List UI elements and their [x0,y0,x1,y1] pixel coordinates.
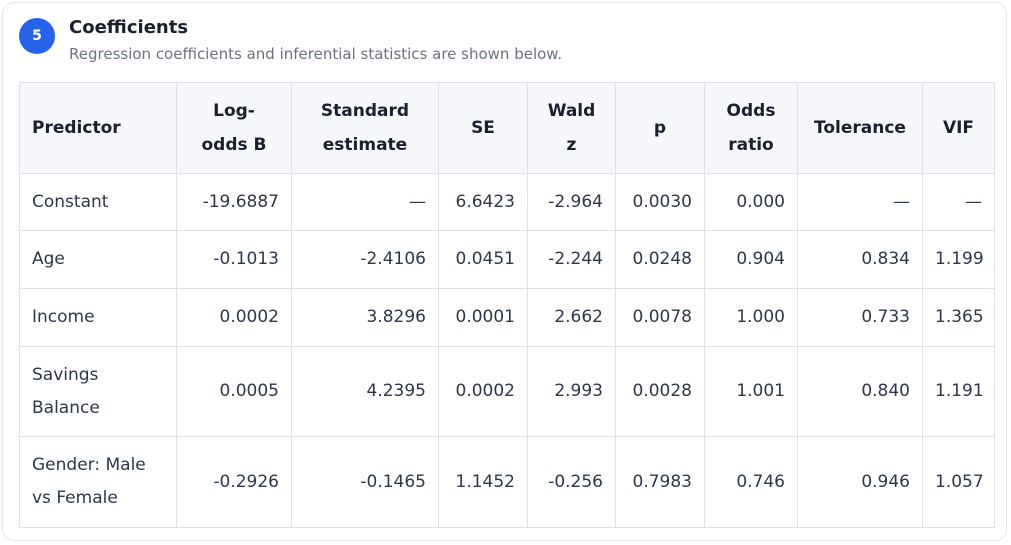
cell-p: 0.0078 [615,288,705,347]
cell-standard-estimate: -0.1465 [291,436,439,528]
predictor-name: Constant [32,191,109,212]
column-header-label: Tolerance [814,118,906,138]
cell-predictor: Constant [19,173,177,231]
column-header-label: VIF [942,118,975,138]
cell-standard-estimate: — [291,173,439,231]
cell-predictor: Income [19,288,177,347]
table-row: Constant -19.6887 — 6.6423 -2.964 0.0030… [19,173,995,231]
cell-vif: 1.057 [922,436,995,528]
column-header-se: SE [438,82,528,174]
cell-wald-z: -0.256 [527,436,616,528]
cell-tolerance: — [797,173,923,231]
cell-odds-ratio: 0.000 [704,173,798,231]
cell-p: 0.0248 [615,230,705,289]
cell-wald-z: -2.244 [527,230,616,289]
cell-tolerance: 0.834 [797,230,923,289]
column-header-vif: VIF [922,82,995,174]
predictor-name-line: Balance [32,397,100,418]
cell-vif: 1.199 [922,230,995,289]
column-header-odds-ratio: Odds ratio [704,82,798,174]
predictor-name-line: Savings [32,364,99,385]
cell-tolerance: 0.733 [797,288,923,347]
cell-log-odds-b: -0.2926 [176,436,292,528]
column-header-label: odds B [201,135,267,155]
column-header-label: SE [471,118,495,138]
column-header-label: p [653,118,667,138]
section-title: Coefficients [69,17,189,38]
predictor-name: Income [32,307,95,327]
cell-tolerance: 0.840 [797,346,923,437]
cell-log-odds-b: 0.0005 [176,346,292,437]
cell-se: 0.0451 [438,230,528,289]
table-row: Gender: Male vs Female -0.2926 -0.1465 1.… [19,436,995,528]
coefficients-table: Predictor Log-odds B Standard estimate SE… [19,82,995,528]
cell-odds-ratio: 0.746 [704,436,798,528]
column-header-label: Wald [547,101,596,121]
cell-wald-z: 2.662 [527,288,616,347]
cell-vif: 1.365 [922,288,995,347]
column-header-log-odds-b: Log-odds B [176,82,292,174]
cell-predictor: Age [19,230,177,289]
cell-vif: — [922,173,995,231]
column-header-label: Standard [320,101,410,121]
cell-predictor: Gender: Male vs Female [19,436,177,528]
cell-standard-estimate: 3.8296 [291,288,439,347]
column-header-label: Log- [213,101,255,121]
step-number-badge: 5 [19,18,55,54]
cell-standard-estimate: 4.2395 [291,346,439,437]
cell-tolerance: 0.946 [797,436,923,528]
cell-se: 0.0002 [438,346,528,437]
cell-odds-ratio: 0.904 [704,230,798,289]
predictor-name-line: vs Female [32,488,118,508]
column-header-label: ratio [728,135,774,155]
section-subtitle: Regression coefficients and inferential … [69,45,562,63]
predictor-name: Age [32,249,65,269]
column-header-label: z [566,135,577,155]
cell-log-odds-b: 0.0002 [176,288,292,347]
cell-odds-ratio: 1.000 [704,288,798,347]
cell-se: 0.0001 [438,288,528,347]
cell-p: 0.7983 [615,436,705,528]
table-row: Savings Balance 0.0005 4.2395 0.0002 2.99… [19,346,995,437]
table-row: Income 0.0002 3.8296 0.0001 2.662 0.0078… [19,288,995,347]
column-header-wald-z: Wald z [527,82,616,174]
cell-wald-z: -2.964 [527,173,616,231]
column-header-tolerance: Tolerance [797,82,923,174]
cell-log-odds-b: -0.1013 [176,230,292,289]
cell-se: 1.1452 [438,436,528,528]
column-header-predictor: Predictor [19,82,177,174]
cell-vif: 1.191 [922,346,995,437]
column-header-label: Odds [726,101,776,121]
column-header-label: Predictor [32,118,121,138]
cell-standard-estimate: -2.4106 [291,230,439,289]
predictor-name-line: Gender: Male [32,455,146,475]
column-header-p: p [615,82,705,174]
cell-wald-z: 2.993 [527,346,616,437]
cell-predictor: Savings Balance [19,346,177,437]
cell-se: 6.6423 [438,173,528,231]
cell-p: 0.0030 [615,173,705,231]
table-header-row: Predictor Log-odds B Standard estimate SE… [19,82,995,174]
table-row: Age -0.1013 -2.4106 0.0451 -2.244 0.0248… [19,230,995,289]
column-header-standard-estimate: Standard estimate [291,82,439,174]
column-header-label: estimate [322,135,408,155]
cell-odds-ratio: 1.001 [704,346,798,437]
cell-log-odds-b: -19.6887 [176,173,292,231]
cell-p: 0.0028 [615,346,705,437]
